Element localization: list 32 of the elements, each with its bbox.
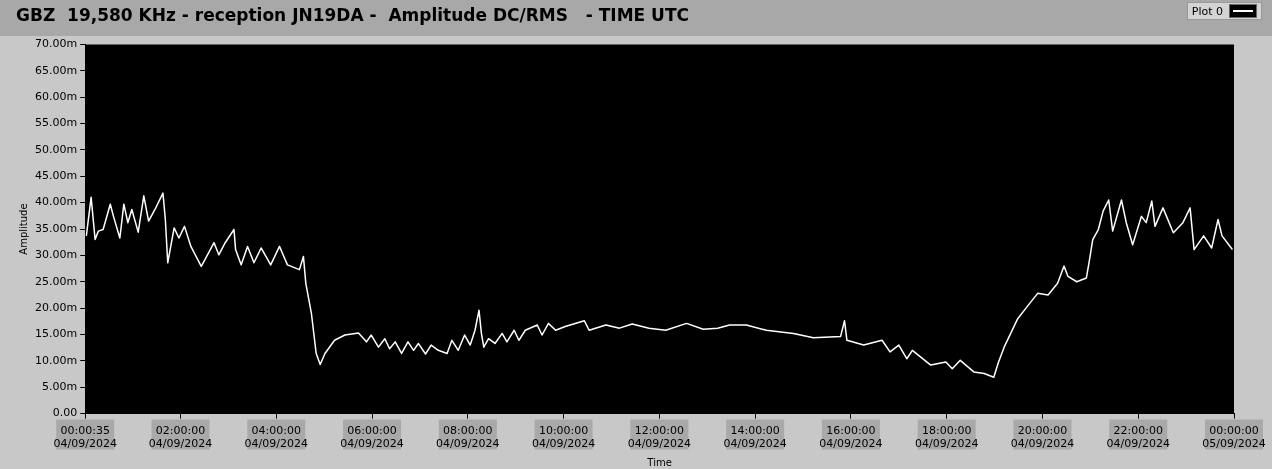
y-tick-label: 40.00m — [34, 195, 78, 209]
y-tick-label: 0.00 — [52, 406, 78, 420]
legend-label: Plot 0 — [1191, 4, 1223, 18]
x-tick-label: 16:00:00 04/09/2024 — [819, 424, 883, 451]
y-tick-label: 10.00m — [34, 353, 78, 367]
y-tick-label: 70.00m — [34, 37, 78, 51]
y-tick-label: 15.00m — [34, 327, 78, 341]
x-tick-label: 10:00:00 04/09/2024 — [531, 424, 596, 451]
x-tick-label: 06:00:00 04/09/2024 — [340, 424, 404, 451]
x-tick-label: 04:00:00 04/09/2024 — [244, 424, 308, 451]
y-tick-label: 25.00m — [34, 274, 78, 288]
y-tick-label: 35.00m — [34, 221, 78, 235]
y-tick-label: 20.00m — [34, 300, 78, 314]
y-tick-label: 30.00m — [34, 248, 78, 262]
x-tick-label: 14:00:00 04/09/2024 — [723, 424, 787, 451]
y-tick-label: 45.00m — [34, 169, 78, 183]
x-tick-label: 02:00:00 04/09/2024 — [148, 424, 213, 451]
x-tick-label: 08:00:00 04/09/2024 — [436, 424, 500, 451]
y-tick-label: 65.00m — [34, 63, 78, 77]
x-tick-label: 00:00:00 05/09/2024 — [1202, 424, 1266, 451]
x-tick-label: 12:00:00 04/09/2024 — [627, 424, 692, 451]
y-tick-label: 50.00m — [34, 142, 78, 156]
x-tick-label: 20:00:00 04/09/2024 — [1010, 424, 1075, 451]
y-tick-label: 60.00m — [34, 90, 78, 103]
x-tick-label: 22:00:00 04/09/2024 — [1106, 424, 1170, 451]
y-tick-label: 5.00m — [41, 380, 78, 394]
x-tick-label: 00:00:35 04/09/2024 — [53, 424, 117, 451]
y-tick-label: 55.00m — [34, 116, 78, 130]
x-axis-title: Time — [646, 456, 672, 468]
x-tick-label: 18:00:00 04/09/2024 — [914, 424, 979, 451]
y-axis-title: Amplitude — [17, 203, 29, 255]
chart-title: GBZ 19,580 KHz - reception JN19DA - Amplitude DC/RMS - TIME UTC — [16, 4, 689, 25]
